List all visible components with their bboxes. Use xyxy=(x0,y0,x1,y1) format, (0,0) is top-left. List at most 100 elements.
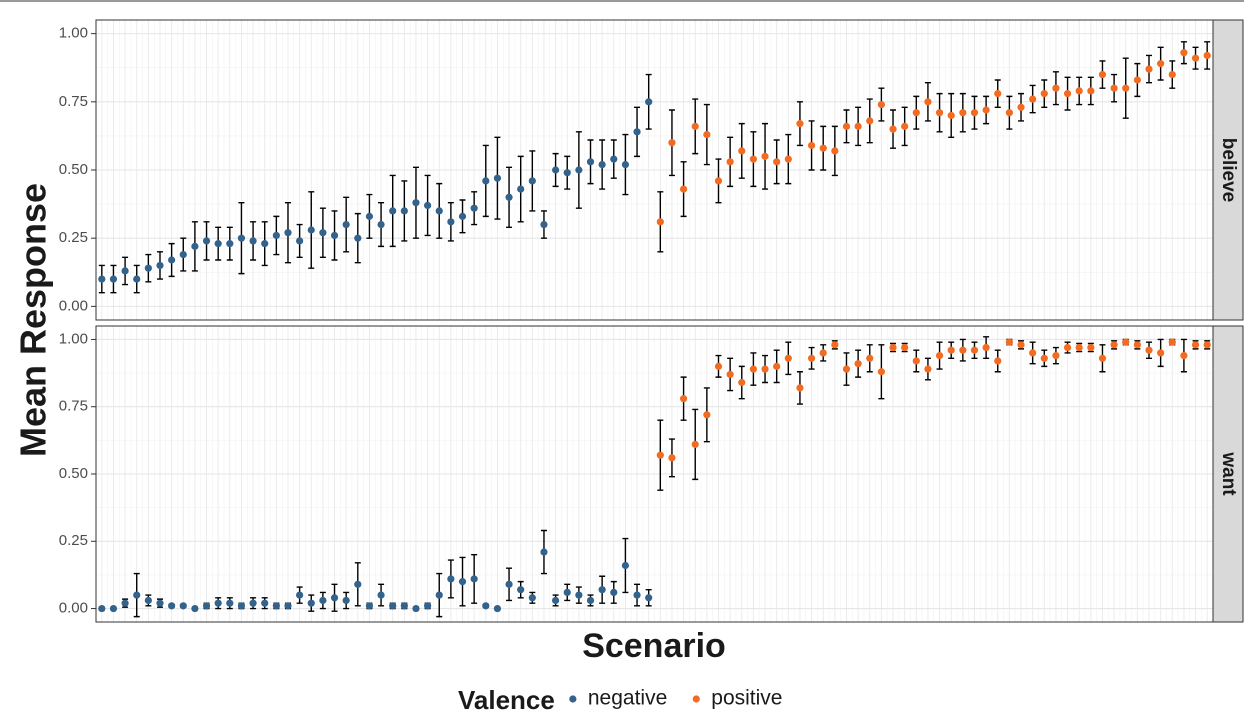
point xyxy=(1191,341,1200,349)
point xyxy=(470,204,478,212)
point xyxy=(621,561,630,570)
point xyxy=(831,341,839,349)
point xyxy=(854,360,862,368)
point xyxy=(191,604,199,613)
point xyxy=(889,125,897,133)
strip xyxy=(1212,19,1244,321)
point xyxy=(947,111,955,120)
point xyxy=(214,240,222,248)
y-tick-label: 0.75 xyxy=(59,93,88,110)
point xyxy=(540,548,548,556)
legend-marker xyxy=(569,695,577,703)
point xyxy=(296,591,304,599)
point xyxy=(935,352,944,360)
point xyxy=(1005,109,1013,117)
point xyxy=(435,207,443,215)
point xyxy=(1029,349,1037,357)
point xyxy=(842,365,851,373)
point xyxy=(994,357,1002,365)
point xyxy=(412,604,420,613)
point xyxy=(458,212,467,220)
point xyxy=(1017,103,1025,111)
point xyxy=(144,264,152,272)
point xyxy=(1203,51,1211,60)
strip-label: believe xyxy=(1218,138,1239,202)
point xyxy=(435,591,443,599)
point xyxy=(691,122,699,130)
point xyxy=(505,193,513,201)
point xyxy=(877,368,885,376)
point xyxy=(726,158,734,166)
point xyxy=(1180,352,1188,360)
y-tick-label: 0.25 xyxy=(59,229,88,246)
point xyxy=(633,591,641,599)
point xyxy=(1203,341,1211,349)
point xyxy=(598,160,606,169)
point xyxy=(144,596,152,605)
point xyxy=(551,596,560,605)
point xyxy=(703,411,711,419)
point xyxy=(819,144,827,152)
point xyxy=(959,109,967,117)
point xyxy=(959,346,967,354)
point xyxy=(1133,76,1141,84)
point xyxy=(726,370,734,379)
point xyxy=(994,90,1002,98)
point xyxy=(482,602,490,610)
point xyxy=(447,575,455,583)
point xyxy=(1005,338,1013,346)
point xyxy=(1168,70,1176,79)
point xyxy=(1122,338,1130,346)
point xyxy=(226,240,234,248)
y-tick-label: 0.00 xyxy=(59,297,88,314)
point xyxy=(517,586,525,594)
point xyxy=(738,378,746,387)
point xyxy=(365,212,374,220)
point xyxy=(284,602,292,610)
point xyxy=(528,594,536,602)
point xyxy=(935,109,944,117)
point xyxy=(610,155,618,163)
point xyxy=(645,98,653,106)
point xyxy=(307,226,315,234)
point xyxy=(901,122,909,130)
point xyxy=(924,365,932,373)
point xyxy=(133,591,141,599)
point xyxy=(691,440,699,448)
point xyxy=(1145,65,1153,73)
point xyxy=(586,158,595,166)
point xyxy=(98,604,106,613)
point xyxy=(866,354,874,362)
point xyxy=(784,354,792,362)
point xyxy=(249,237,257,245)
point xyxy=(493,174,502,182)
point xyxy=(1087,87,1095,95)
point xyxy=(924,98,932,106)
point xyxy=(424,201,432,210)
point xyxy=(982,343,990,352)
point xyxy=(714,362,723,370)
point xyxy=(866,117,874,125)
point xyxy=(563,169,571,177)
point xyxy=(98,275,106,283)
point xyxy=(261,240,269,248)
point xyxy=(761,152,769,160)
point xyxy=(714,177,723,185)
point xyxy=(377,591,385,599)
point xyxy=(1168,338,1176,346)
point xyxy=(1087,343,1095,352)
point xyxy=(307,599,315,607)
legend-label: positive xyxy=(711,687,782,710)
point xyxy=(412,199,420,207)
point xyxy=(447,218,455,226)
point xyxy=(679,395,688,403)
point xyxy=(970,109,979,117)
point xyxy=(749,365,758,373)
legend-marker xyxy=(692,695,700,703)
point xyxy=(237,602,246,610)
point xyxy=(354,580,362,588)
point xyxy=(1075,87,1083,95)
point xyxy=(889,343,897,352)
point xyxy=(598,586,606,594)
point xyxy=(1145,346,1153,354)
